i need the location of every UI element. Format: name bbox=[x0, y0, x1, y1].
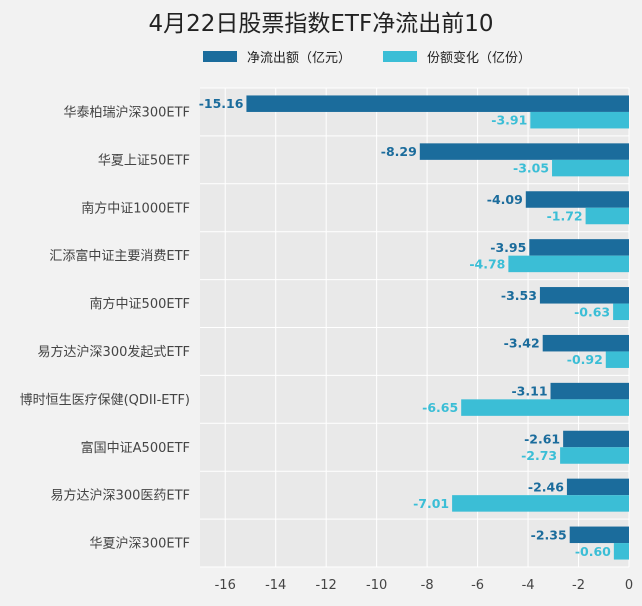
value-label-outflow: -3.53 bbox=[501, 288, 537, 303]
category-label: 南方中证1000ETF bbox=[81, 200, 190, 216]
category-label: 易方达沪深300医药ETF bbox=[51, 488, 190, 504]
value-label-outflow: -4.09 bbox=[487, 192, 523, 207]
legend: 净流出额（亿元） 份额变化（亿份） bbox=[0, 47, 642, 69]
x-tick-label: -6 bbox=[471, 578, 484, 593]
value-label-share-change: -1.72 bbox=[547, 209, 583, 224]
value-label-outflow: -8.29 bbox=[381, 144, 417, 159]
value-label-share-change: -0.60 bbox=[575, 544, 611, 559]
bar-outflow bbox=[246, 95, 630, 112]
bar-share-change bbox=[560, 447, 629, 464]
x-tick-label: -16 bbox=[215, 578, 236, 593]
category-label: 易方达沪深300发起式ETF bbox=[38, 344, 190, 360]
value-label-outflow: -3.95 bbox=[490, 240, 526, 255]
x-tick-label: 0 bbox=[625, 578, 633, 593]
value-label-outflow: -2.46 bbox=[528, 479, 564, 494]
value-label-share-change: -3.91 bbox=[491, 113, 527, 128]
bar-share-change bbox=[452, 495, 629, 512]
bar-share-change bbox=[585, 207, 629, 225]
bar-share-change bbox=[508, 255, 629, 273]
legend-label-share-change: 份额变化（亿份） bbox=[427, 51, 532, 66]
x-tick-label: -2 bbox=[572, 578, 585, 593]
bar-outflow bbox=[529, 239, 629, 256]
bar-share-change bbox=[461, 399, 629, 416]
value-label-outflow: -3.42 bbox=[504, 336, 540, 351]
value-label-share-change: -0.92 bbox=[567, 352, 603, 367]
bar-outflow bbox=[550, 382, 629, 400]
chart-title: 4月22日股票指数ETF净流出前10 bbox=[148, 11, 494, 37]
value-label-share-change: -7.01 bbox=[413, 496, 449, 511]
x-tick-label: -4 bbox=[522, 578, 535, 593]
value-label-share-change: -4.78 bbox=[469, 256, 505, 271]
legend-item-share-change: 份额变化（亿份） bbox=[383, 47, 531, 66]
category-label: 南方中证500ETF bbox=[90, 296, 190, 312]
category-label: 华夏上证50ETF bbox=[98, 153, 190, 168]
x-tick-label: -14 bbox=[265, 578, 286, 593]
bar-outflow bbox=[525, 191, 629, 208]
legend-swatch-share-change bbox=[383, 51, 417, 62]
value-label-outflow: -2.61 bbox=[524, 432, 560, 447]
bar-outflow bbox=[419, 143, 629, 160]
value-label-share-change: -0.63 bbox=[574, 304, 610, 319]
category-label: 富国中证A500ETF bbox=[81, 440, 190, 456]
bar-share-change bbox=[605, 351, 629, 368]
value-label-outflow: -2.35 bbox=[531, 527, 567, 542]
bar-share-change bbox=[613, 543, 629, 560]
bar-outflow bbox=[569, 526, 629, 544]
category-label: 华泰柏瑞沪深300ETF bbox=[64, 104, 190, 120]
legend-label-outflow: 净流出额（亿元） bbox=[247, 51, 352, 66]
category-label: 汇添富中证主要消费ETF bbox=[49, 248, 190, 264]
value-label-outflow: -3.11 bbox=[511, 384, 547, 399]
value-label-share-change: -6.65 bbox=[422, 400, 458, 415]
legend-item-outflow: 净流出额（亿元） bbox=[203, 47, 351, 66]
bar-share-change bbox=[613, 303, 629, 321]
legend-swatch-outflow bbox=[203, 51, 237, 62]
x-tick-label: -10 bbox=[366, 578, 387, 593]
category-label: 博时恒生医疗保健(QDII-ETF) bbox=[20, 393, 190, 408]
bar-share-change bbox=[530, 111, 629, 129]
x-tick-label: -12 bbox=[316, 578, 337, 593]
bar-outflow bbox=[539, 287, 629, 304]
value-label-share-change: -3.05 bbox=[513, 161, 549, 176]
bar-outflow bbox=[563, 430, 629, 448]
x-tick-label: -8 bbox=[421, 578, 434, 593]
bar-outflow bbox=[542, 334, 629, 352]
value-label-share-change: -2.73 bbox=[521, 448, 557, 463]
category-label: 华夏沪深300ETF bbox=[90, 536, 190, 552]
value-label-outflow: -15.16 bbox=[199, 96, 244, 111]
bar-share-change bbox=[552, 159, 629, 177]
bar-outflow bbox=[566, 478, 629, 496]
